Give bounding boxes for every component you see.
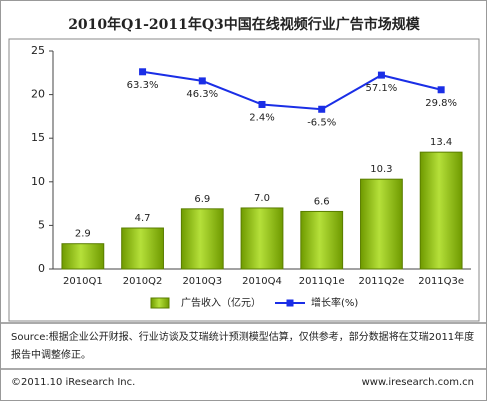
y-tick-label: 15 <box>31 131 45 144</box>
x-tick-label: 2010Q2 <box>123 276 163 287</box>
bar-label: 2.9 <box>75 229 91 240</box>
bar <box>360 178 403 270</box>
bar <box>121 227 164 270</box>
x-tick-label: 2010Q4 <box>242 276 282 287</box>
line-label: 46.3% <box>186 89 218 100</box>
y-tick-label: 0 <box>38 262 45 275</box>
line-marker <box>377 71 385 79</box>
y-tick-label: 10 <box>31 175 45 188</box>
source-note: Source:根据企业公开财报、行业访谈及艾瑞统计预测模型估算，仅供参考，部分数… <box>11 332 475 361</box>
bar-label: 6.9 <box>194 194 210 205</box>
line-marker <box>318 105 326 113</box>
x-tick-label: 2010Q3 <box>182 276 222 287</box>
chart-frame <box>8 38 480 322</box>
line-marker <box>258 100 266 108</box>
bar-label: 4.7 <box>135 213 151 224</box>
y-tick-label: 20 <box>31 88 45 101</box>
bar <box>419 151 463 270</box>
bar <box>300 210 344 270</box>
legend-label: 广告收入（亿元） <box>181 296 261 309</box>
line-marker <box>198 77 206 85</box>
line-label: -6.5% <box>307 117 336 128</box>
bar <box>240 207 284 270</box>
y-tick-label: 5 <box>38 218 45 231</box>
line-marker <box>437 86 445 94</box>
line-label: 63.3% <box>127 80 159 91</box>
line-marker <box>139 68 147 76</box>
x-tick-label: 2010Q1 <box>63 276 103 287</box>
copyright: ©2011.10 iResearch Inc. <box>11 377 136 388</box>
line-label: 57.1% <box>366 83 398 94</box>
bar-label: 6.6 <box>314 196 330 207</box>
legend-swatch <box>150 297 170 309</box>
y-tick-label: 25 <box>31 44 45 57</box>
legend-label: 增长率(%) <box>311 296 358 309</box>
bar-label: 13.4 <box>430 137 452 148</box>
bar-label: 10.3 <box>370 164 392 175</box>
line-label: 2.4% <box>249 112 274 123</box>
x-tick-label: 2011Q2e <box>359 276 405 287</box>
x-tick-label: 2011Q1e <box>299 276 345 287</box>
line-label: 29.8% <box>425 98 457 109</box>
bar-label: 7.0 <box>254 193 270 204</box>
chart-title: 2010年Q1-2011年Q3中国在线视频行业广告市场规模 <box>68 16 421 33</box>
bar <box>61 243 105 270</box>
website: www.iresearch.com.cn <box>361 377 474 388</box>
line <box>142 70 442 111</box>
x-tick-label: 2011Q3e <box>418 276 464 287</box>
legend-swatch <box>286 299 294 307</box>
bar <box>180 208 224 270</box>
